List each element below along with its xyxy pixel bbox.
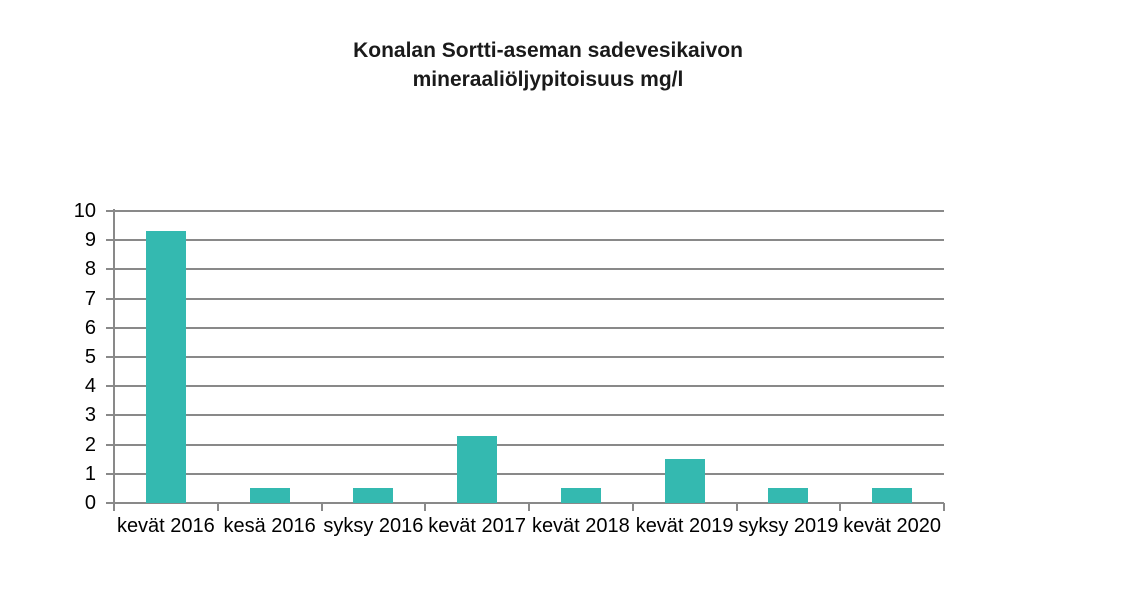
y-tick-label: 7 [84,287,96,310]
bar [664,459,705,503]
y-axis-line [113,209,115,505]
y-axis-tick [106,502,114,504]
y-tick-label: 5 [84,346,96,368]
gridline [114,472,944,475]
x-axis-tick [424,503,427,511]
x-tick-label: kevät 2016 [116,515,215,537]
gridline [114,326,944,329]
gridline [114,239,944,242]
y-tick-label: 8 [84,258,96,281]
y-tick-label: 1 [84,462,96,485]
x-axis-tick [113,503,115,511]
x-axis-tick [320,503,323,511]
gridline [114,385,944,388]
gridline [114,443,944,446]
bar [249,488,290,503]
y-axis-tick [106,414,114,417]
y-tick-label: 10 [73,200,96,222]
x-tick-label: kevät 2017 [428,515,527,537]
chart-title-line-2: mineraaliöljypitoisuus mg/l [412,68,684,91]
y-tick-label: 4 [84,375,96,398]
x-axis-tick [943,503,945,511]
bar [457,435,498,503]
gridline [114,268,944,271]
x-axis-tick [735,503,738,511]
x-tick-label: kevät 2019 [635,515,734,537]
x-axis-tick [631,503,634,511]
y-tick-label: 9 [84,229,96,252]
y-tick-label: 3 [84,404,96,427]
bar [145,231,186,503]
bar [768,488,809,503]
y-tick-label: 0 [84,492,96,514]
y-tick-label: 2 [84,433,96,456]
y-axis-tick [106,297,114,300]
gridline [114,414,944,417]
bar [872,488,913,503]
chart-title-line-1: Konalan Sortti-aseman sadevesikaivon [353,39,743,62]
gridline [114,356,944,358]
y-tick-label: 6 [84,316,96,339]
y-axis-tick [106,268,114,271]
y-axis-tick [106,472,114,475]
x-tick-label: kesä 2016 [223,515,316,537]
x-tick-label: syksy 2016 [323,515,424,537]
x-tick-label: kevät 2020 [843,515,942,537]
y-axis-tick [106,326,114,329]
x-axis-tick [839,503,842,511]
y-axis-tick [106,443,114,446]
bar [353,488,394,503]
x-axis-tick [528,503,530,511]
x-axis-tick [216,503,219,511]
x-tick-label: kevät 2018 [531,515,630,537]
gridline [114,210,944,212]
y-axis-tick [106,239,114,242]
x-tick-label: syksy 2019 [738,515,839,537]
y-axis-tick [106,385,114,388]
gridline [114,297,944,300]
y-axis-tick [106,356,114,358]
y-axis-tick [106,210,114,212]
chart-title: Konalan Sortti-aseman sadevesikaivon min… [0,36,1096,94]
bar [560,488,601,503]
